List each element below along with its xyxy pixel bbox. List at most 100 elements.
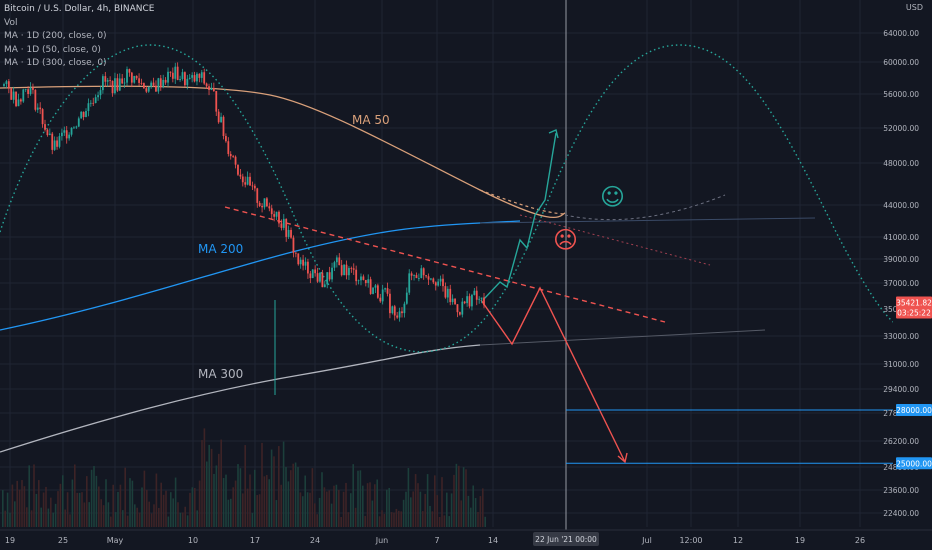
candle-body	[251, 185, 254, 187]
volume-bar	[47, 508, 50, 527]
candle-body	[157, 78, 160, 92]
volume-bar	[470, 507, 472, 527]
candle-body	[360, 276, 362, 281]
candle-body	[410, 273, 413, 276]
time-tick-label: Jul	[641, 536, 652, 545]
candle-body	[446, 288, 449, 298]
candle-body	[179, 78, 181, 81]
volume-bar	[297, 466, 299, 527]
candle-body	[17, 99, 20, 107]
volume-bar	[258, 494, 261, 527]
volume-bar	[429, 505, 431, 527]
candle-body	[164, 79, 167, 83]
price-tick-label: 37000.00	[883, 279, 919, 288]
ma50-label: MA 50	[352, 113, 390, 127]
last-price-tag	[896, 296, 932, 319]
cup-curve-dotted	[0, 44, 894, 353]
candle-body	[369, 279, 372, 294]
price-tick-label: 64000.00	[883, 29, 919, 38]
volume-bar	[244, 445, 246, 527]
volume-bar	[174, 477, 177, 527]
legend-ma-300[interactable]: MA · 1D (300, close, 0)	[4, 58, 107, 68]
time-axis[interactable]: 19 25 May 10 17 24 Jun 7 14 Jul 12:00 12 19 26 22 Jun …	[0, 529, 932, 550]
volume-bar	[462, 467, 465, 527]
volume-bar	[302, 496, 304, 527]
volume-bar	[431, 511, 434, 527]
volume-bar	[438, 516, 441, 527]
volume-bar	[335, 484, 338, 527]
candle-body	[244, 182, 247, 185]
legend-ma-50[interactable]: MA · 1D (50, close, 0)	[4, 44, 101, 55]
candle-body	[393, 306, 396, 316]
volume-bar	[232, 487, 234, 527]
volume-bar	[321, 472, 323, 527]
volume-bar	[71, 479, 74, 527]
candle-body	[181, 72, 184, 79]
volume-bar	[446, 492, 448, 527]
candle-body	[237, 164, 239, 175]
volume-bar	[275, 500, 278, 527]
volume-bar	[14, 501, 16, 527]
candle-body	[140, 82, 143, 84]
volume-bar	[119, 484, 122, 527]
volume-bar	[215, 465, 218, 527]
candle-body	[114, 78, 116, 94]
price-tick-label: 60000.00	[883, 58, 919, 67]
volume-bar	[143, 470, 146, 527]
candle-body	[48, 133, 51, 136]
candle-body	[87, 103, 90, 112]
volume-bar	[414, 474, 417, 527]
volume-bar	[242, 493, 244, 527]
candle-body	[128, 69, 131, 73]
candle-body	[299, 259, 302, 265]
candle-body	[24, 89, 27, 91]
candle-body	[285, 218, 288, 237]
candle-body	[65, 130, 68, 139]
volume-bar	[23, 486, 26, 527]
volume-bar	[294, 462, 297, 527]
volume-bar	[287, 481, 290, 527]
candle-body	[44, 124, 46, 130]
volume-bar	[57, 491, 59, 527]
time-tick-label: May	[107, 536, 124, 545]
volume-bar	[323, 487, 326, 527]
volume-bar	[280, 484, 282, 527]
candle-body	[210, 87, 213, 90]
volume-bar	[443, 515, 446, 527]
candle-body	[398, 311, 401, 318]
volume-bar	[474, 498, 477, 527]
volume-bar	[350, 493, 352, 527]
candle-body	[60, 132, 63, 137]
volume-bar	[100, 499, 102, 527]
candle-body	[174, 66, 177, 79]
volume-bar	[38, 480, 40, 527]
candle-body	[427, 276, 430, 280]
time-tick-label: 19	[5, 536, 15, 545]
time-tick-label: 26	[855, 536, 865, 545]
candle-body	[10, 88, 13, 100]
time-tick-label: 10	[188, 536, 198, 545]
volume-bar	[417, 483, 419, 527]
candle-body	[58, 136, 61, 147]
candle-body	[478, 298, 481, 300]
candle-body	[123, 82, 126, 84]
candle-body	[186, 78, 189, 86]
volume-bar	[146, 489, 148, 527]
price-axis[interactable]: 64000.00 60000.00 56000.00 52000.00 48000.00…	[883, 0, 932, 550]
price-tick-label: 31000.00	[883, 360, 919, 369]
ma300-label: MA 300	[198, 367, 243, 381]
legend-vol[interactable]: Vol	[4, 17, 18, 28]
candle-body	[415, 275, 418, 279]
legend-ma-200[interactable]: MA · 1D (200, close, 0)	[4, 31, 107, 41]
candle-body	[451, 298, 454, 303]
volume-bar	[251, 513, 254, 527]
candle-body	[152, 82, 155, 86]
candle-body	[253, 185, 256, 189]
candle-body	[405, 292, 408, 304]
candle-body	[126, 69, 128, 83]
symbol-title[interactable]: Bitcoin / U.S. Dollar, 4h, BINANCE	[4, 4, 155, 14]
volume-bar	[400, 511, 402, 527]
candle-body	[34, 89, 37, 110]
volume-bar	[477, 511, 479, 527]
